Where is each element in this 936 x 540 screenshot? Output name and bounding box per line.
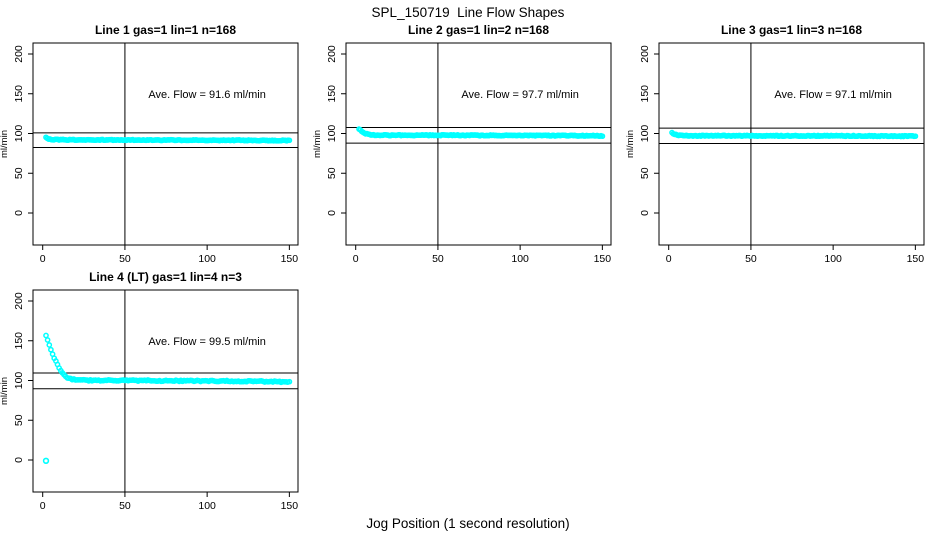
- subplot-title: Line 4 (LT) gas=1 lin=4 n=3: [89, 270, 242, 284]
- x-tick-label: 0: [40, 253, 46, 265]
- y-tick-label: 200: [13, 45, 25, 63]
- y-tick-label: 200: [326, 45, 338, 63]
- x-tick-label: 50: [119, 500, 131, 512]
- x-tick-label: 50: [745, 253, 757, 265]
- figure-title: SPL_150719 Line Flow Shapes: [372, 5, 565, 20]
- y-tick-label: 0: [639, 210, 651, 216]
- y-tick-label: 150: [639, 85, 651, 103]
- plot-box: [658, 42, 925, 246]
- x-tick-label: 150: [594, 253, 612, 265]
- y-tick-label: 100: [13, 125, 25, 143]
- y-tick-label: 100: [639, 125, 651, 143]
- y-tick-label: 0: [13, 457, 25, 463]
- data-point: [599, 133, 606, 140]
- subplot-title: Line 1 gas=1 lin=1 n=168: [95, 23, 236, 37]
- x-tick-label: 100: [511, 253, 529, 265]
- y-tick-label: 50: [326, 167, 338, 179]
- y-tick-label: 200: [639, 45, 651, 63]
- y-tick-label: 50: [13, 414, 25, 426]
- data-series: [669, 129, 919, 140]
- subplot: Line 1 gas=1 lin=1 n=168 0 50 100 150 0 50 100 1…: [0, 23, 299, 265]
- data-point: [286, 378, 293, 385]
- data-point: [44, 337, 51, 343]
- x-tick-label: 50: [119, 253, 131, 265]
- y-tick-label: 50: [639, 167, 651, 179]
- data-point-outlier: [42, 457, 50, 464]
- y-axis-label: ml/min: [625, 130, 636, 158]
- y-tick-label: 100: [326, 125, 338, 143]
- x-tick-label: 100: [824, 253, 842, 265]
- y-tick-label: 200: [13, 292, 25, 310]
- y-tick-label: 0: [326, 210, 338, 216]
- data-series: [42, 332, 293, 464]
- data-point: [46, 342, 53, 348]
- subplot-title: Line 3 gas=1 lin=3 n=168: [721, 23, 862, 37]
- x-tick-label: 0: [666, 253, 672, 265]
- plot-box: [32, 42, 299, 246]
- subplot: Line 2 gas=1 lin=2 n=168 0 50 100 150 0 50 100 1…: [312, 23, 612, 265]
- data-point: [48, 346, 54, 353]
- y-axis-label: ml/min: [0, 130, 10, 158]
- y-tick-label: 150: [13, 85, 25, 103]
- data-point: [286, 137, 293, 144]
- x-tick-label: 100: [198, 253, 216, 265]
- subplot: Line 3 gas=1 lin=3 n=168 0 50 100 150 0 50 100 1…: [625, 23, 925, 265]
- x-tick-label: 50: [432, 253, 444, 265]
- x-tick-label: 150: [907, 253, 925, 265]
- x-axis-title: Jog Position (1 second resolution): [366, 516, 569, 531]
- x-tick-label: 0: [40, 500, 46, 512]
- data-series: [43, 134, 293, 144]
- y-tick-label: 0: [13, 210, 25, 216]
- y-tick-label: 150: [13, 332, 25, 350]
- x-tick-label: 0: [353, 253, 359, 265]
- subplot-title: Line 2 gas=1 lin=2 n=168: [408, 23, 549, 37]
- y-axis-label: ml/min: [312, 130, 323, 158]
- y-axis-label: ml/min: [0, 377, 10, 405]
- y-tick-label: 100: [13, 372, 25, 390]
- x-tick-label: 100: [198, 500, 216, 512]
- subplot-grid: Line 1 gas=1 lin=1 n=168 0 50 100 150 0 50 100 1…: [0, 23, 925, 512]
- y-tick-label: 150: [326, 85, 338, 103]
- data-point: [43, 332, 49, 339]
- average-flow-annotation: Ave. Flow = 97.1 ml/min: [774, 89, 891, 101]
- data-point: [912, 133, 919, 140]
- plot-box: [345, 42, 612, 246]
- average-flow-annotation: Ave. Flow = 91.6 ml/min: [148, 89, 265, 101]
- subplot: Line 4 (LT) gas=1 lin=4 n=3 0 50 100 150 0 50 1…: [0, 270, 299, 512]
- data-series: [356, 126, 606, 140]
- average-flow-annotation: Ave. Flow = 97.7 ml/min: [461, 89, 578, 101]
- x-tick-label: 150: [281, 500, 299, 512]
- average-flow-annotation: Ave. Flow = 99.5 ml/min: [148, 336, 265, 348]
- plot-box: [32, 289, 299, 493]
- x-tick-label: 150: [281, 253, 299, 265]
- y-tick-label: 50: [13, 167, 25, 179]
